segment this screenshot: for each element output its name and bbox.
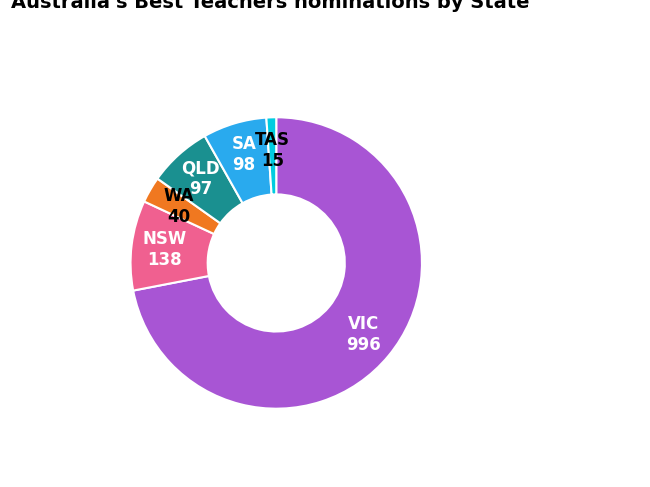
Wedge shape <box>266 117 276 195</box>
Wedge shape <box>131 202 214 291</box>
Text: Australia's Best Teachers nominations by State: Australia's Best Teachers nominations by… <box>10 0 529 12</box>
Wedge shape <box>144 179 220 234</box>
Text: NSW
138: NSW 138 <box>142 230 187 268</box>
Text: QLD
97: QLD 97 <box>181 160 220 199</box>
Text: VIC
996: VIC 996 <box>346 316 381 354</box>
Text: TAS
15: TAS 15 <box>255 131 290 169</box>
Wedge shape <box>133 117 422 409</box>
Text: SA
98: SA 98 <box>231 135 256 174</box>
Text: WA
40: WA 40 <box>163 187 194 225</box>
Wedge shape <box>157 136 242 223</box>
Wedge shape <box>205 117 272 203</box>
